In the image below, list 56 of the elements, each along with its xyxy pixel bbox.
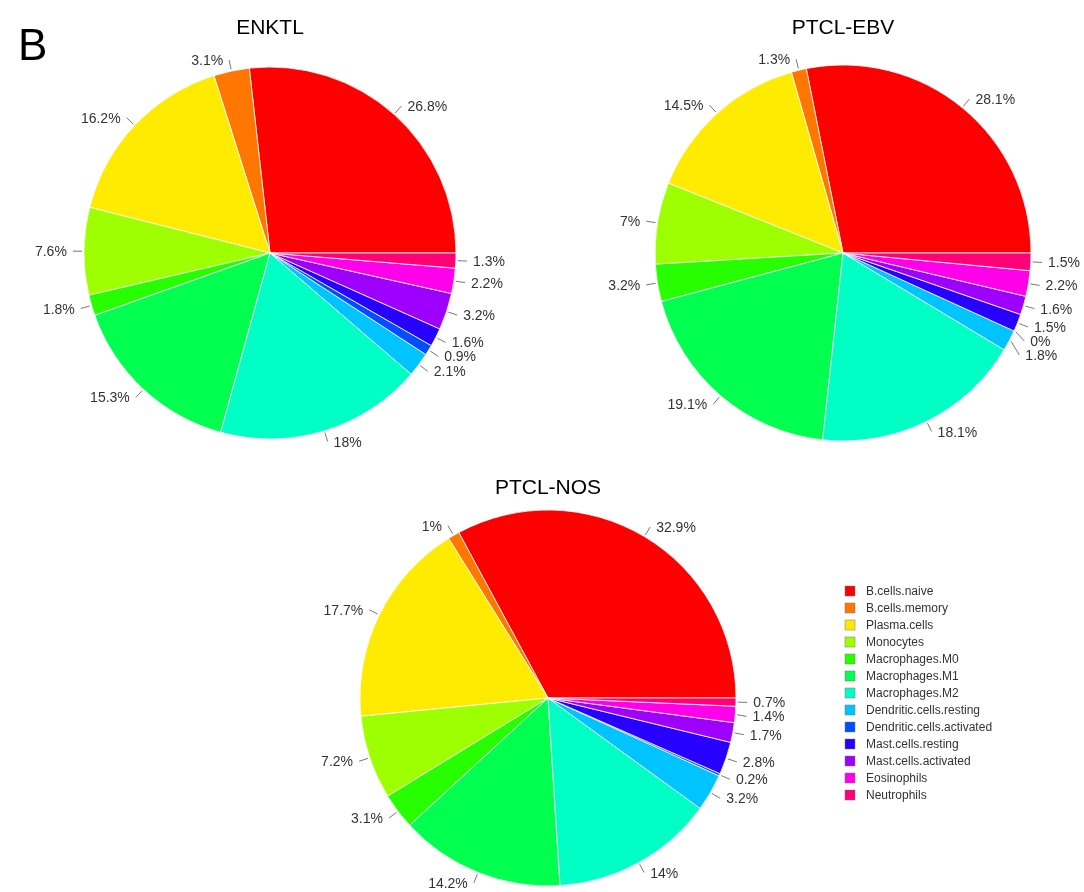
data-label: 2.2%: [470, 274, 503, 291]
data-label: 7.6%: [34, 243, 67, 260]
data-label: 18.1%: [937, 423, 978, 440]
data-label: 1.6%: [1040, 300, 1073, 317]
data-label: 16.2%: [80, 109, 121, 126]
legend-label: Monocytes: [866, 635, 925, 649]
data-label: 0.9%: [444, 348, 477, 365]
data-label: 1%: [421, 517, 442, 534]
data-label: 2.1%: [433, 363, 466, 380]
data-label: 15.3%: [90, 389, 130, 406]
data-label: 3.1%: [351, 810, 383, 827]
data-label: 1.4%: [752, 708, 785, 725]
data-label: 1.6%: [451, 334, 484, 351]
legend-label: Mast.cells.activated: [866, 754, 971, 768]
data-label: 14.2%: [428, 874, 468, 891]
data-label: 1.5%: [1048, 254, 1080, 271]
data-label: 3.2%: [726, 790, 759, 807]
legend-label: Mast.cells.resting: [866, 737, 959, 751]
chart-title: ENKTL: [236, 15, 304, 38]
data-label: 1.3%: [758, 51, 791, 68]
chart-title: PTCL-NOS: [494, 475, 602, 498]
data-label: 1.3%: [473, 253, 505, 270]
data-label: 7.2%: [321, 753, 354, 770]
legend-label: Macrophages.M1: [866, 669, 960, 683]
data-label: 3.2%: [463, 307, 496, 324]
data-label: 1.7%: [749, 726, 782, 743]
legend-label: Dendritic.cells.activated: [866, 720, 993, 734]
legend-label: B.cells.memory: [866, 601, 949, 615]
data-label: 14.5%: [663, 97, 704, 114]
legend-label: Macrophages.M2: [866, 686, 960, 700]
data-label: 1.8%: [1025, 347, 1058, 364]
data-label: 3.1%: [191, 52, 224, 69]
data-label: 17.7%: [323, 601, 364, 618]
data-label: 2.2%: [1045, 277, 1078, 294]
legend-label: Neutrophils: [866, 788, 927, 802]
legend-label: B.cells.naive: [866, 584, 934, 598]
data-label: 1.5%: [1034, 319, 1066, 336]
data-label: 28.1%: [975, 90, 1016, 107]
data-label: 3.2%: [608, 276, 641, 293]
legend-label: Plasma.cells: [866, 618, 934, 632]
data-label: 0.7%: [753, 694, 786, 711]
data-label: 26.8%: [407, 98, 448, 115]
text: B: [18, 20, 48, 69]
data-label: 18%: [333, 433, 362, 450]
data-label: 32.9%: [656, 518, 696, 535]
data-label: 19.1%: [667, 396, 708, 413]
data-label: 0.2%: [735, 771, 768, 788]
legend-label: Dendritic.cells.resting: [866, 703, 981, 717]
text: 0%: [1030, 333, 1051, 350]
legend-label: Macrophages.M0: [866, 652, 960, 666]
chart-title: PTCL-EBV: [791, 15, 895, 38]
legend-label: Eosinophils: [866, 771, 928, 785]
data-label: 14%: [650, 864, 679, 881]
data-label: 1.8%: [42, 300, 75, 317]
data-label: 2.8%: [742, 753, 775, 770]
data-label: 7%: [620, 213, 641, 230]
